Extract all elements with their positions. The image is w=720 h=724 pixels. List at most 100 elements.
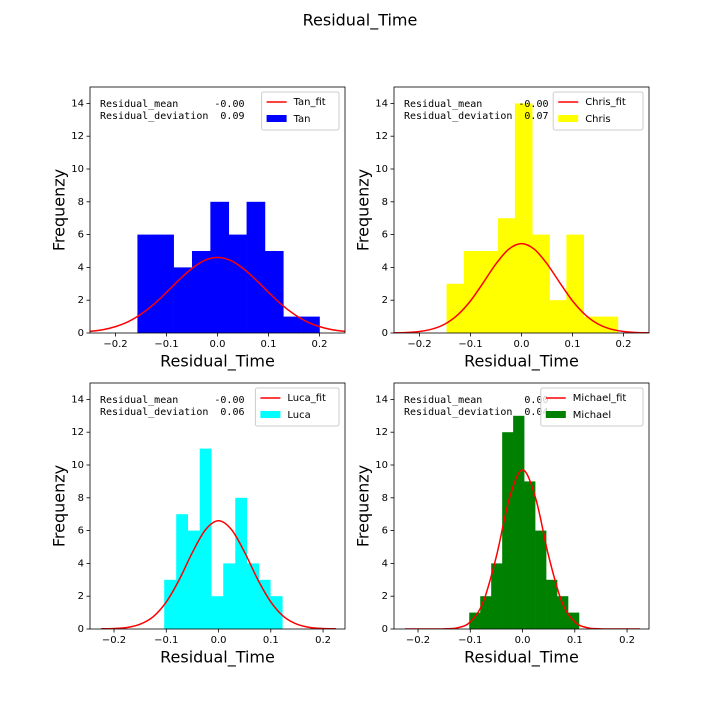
histogram-bar bbox=[549, 300, 567, 333]
y-tick-label: 0 bbox=[78, 328, 84, 339]
y-tick-label: 10 bbox=[71, 164, 84, 175]
y-tick-label: 0 bbox=[382, 328, 388, 339]
histogram-bar bbox=[235, 497, 248, 629]
x-axis-label: Residual_Time bbox=[464, 352, 579, 372]
x-tick-label: −0.2 bbox=[407, 339, 431, 350]
y-tick-label: 12 bbox=[71, 427, 84, 438]
x-tick-label: 0.2 bbox=[616, 339, 632, 350]
y-tick-label: 8 bbox=[78, 493, 84, 504]
histogram-bar bbox=[264, 251, 284, 333]
y-tick-label: 12 bbox=[375, 427, 388, 438]
histogram-bar bbox=[546, 579, 558, 629]
y-tick-label: 6 bbox=[78, 526, 84, 537]
x-tick-label: −0.2 bbox=[103, 339, 127, 350]
x-tick-label: 0.0 bbox=[211, 635, 227, 646]
y-tick-label: 2 bbox=[382, 295, 388, 306]
legend-patch bbox=[545, 411, 566, 418]
y-tick-label: 8 bbox=[382, 197, 388, 208]
y-tick-label: 4 bbox=[382, 558, 388, 569]
histogram-bar bbox=[469, 612, 481, 629]
x-tick-label: 0.1 bbox=[261, 339, 277, 350]
annotation: Residual_mean -0.00 bbox=[100, 395, 245, 406]
axes-frame bbox=[89, 382, 346, 630]
y-tick-label: 8 bbox=[78, 197, 84, 208]
plot-area bbox=[90, 201, 345, 333]
legend-label: Luca_fit bbox=[287, 393, 326, 404]
y-tick-label: 2 bbox=[382, 591, 388, 602]
y-axis-label: Frequenzy bbox=[354, 465, 373, 547]
histogram-bar bbox=[246, 563, 260, 629]
y-tick-label: 14 bbox=[71, 98, 84, 109]
histogram-bar bbox=[524, 481, 536, 629]
legend-label: Chris bbox=[585, 114, 610, 125]
legend-label: Tan bbox=[293, 114, 311, 125]
y-tick-label: 14 bbox=[375, 98, 388, 109]
x-axis-label: Residual_Time bbox=[464, 648, 579, 668]
fit-line bbox=[100, 520, 337, 629]
x-tick-label: 0.0 bbox=[210, 339, 226, 350]
y-axis-label: Frequenzy bbox=[50, 465, 69, 547]
y-tick-label: 4 bbox=[382, 262, 388, 273]
plot-area bbox=[404, 415, 641, 629]
histogram-bar bbox=[173, 267, 193, 333]
y-tick-label: 4 bbox=[78, 262, 84, 273]
histogram-bar bbox=[155, 234, 174, 333]
y-tick-label: 8 bbox=[382, 493, 388, 504]
histogram-bar bbox=[583, 316, 601, 333]
histogram-bar bbox=[491, 563, 503, 629]
x-tick-label: −0.2 bbox=[406, 635, 430, 646]
subplot: −0.2 −0.1 0.0 0.1 0.2 0 2 4 6 8 10 12 14 Residual_Tim… bbox=[50, 382, 346, 668]
subplot: −0.2 −0.1 0.0 0.1 0.2 0 2 4 6 8 10 12 14 Residual_Tim… bbox=[50, 86, 346, 372]
legend: Chris_fit Chris bbox=[552, 91, 644, 131]
histogram-bar bbox=[513, 415, 525, 629]
annotation: Residual_mean -0.00 bbox=[100, 99, 245, 110]
x-tick-label: −0.1 bbox=[154, 339, 178, 350]
y-tick-label: 12 bbox=[71, 131, 84, 142]
histogram-bar bbox=[446, 283, 465, 333]
legend-label: Michael_fit bbox=[573, 393, 627, 404]
histogram-bar bbox=[480, 596, 492, 629]
annotation: Residual_deviation 0.06 bbox=[100, 407, 245, 418]
legend: Michael_fit Michael bbox=[540, 387, 644, 427]
y-tick-label: 10 bbox=[71, 460, 84, 471]
annotation: Residual_deviation 0.07 bbox=[404, 111, 549, 122]
axes-frame bbox=[393, 382, 650, 630]
y-tick-label: 10 bbox=[375, 164, 388, 175]
histogram-bar bbox=[210, 201, 230, 333]
histogram-bar bbox=[463, 251, 481, 333]
histogram-bar bbox=[514, 103, 533, 333]
histogram-bar bbox=[164, 579, 177, 629]
histogram-bar bbox=[137, 234, 157, 333]
histogram-bar bbox=[502, 432, 514, 629]
histogram-bar bbox=[199, 448, 212, 629]
annotation: Residual_mean -0.00 bbox=[404, 99, 549, 110]
x-axis-label: Residual_Time bbox=[160, 648, 275, 668]
y-tick-label: 0 bbox=[382, 624, 388, 635]
histogram-bar bbox=[557, 596, 569, 629]
x-tick-label: −0.1 bbox=[154, 635, 178, 646]
plot-area bbox=[394, 103, 649, 333]
y-tick-label: 14 bbox=[71, 394, 84, 405]
histogram-bar bbox=[270, 596, 283, 629]
histogram-bar bbox=[480, 251, 499, 333]
histogram-bar bbox=[535, 530, 547, 629]
y-tick-label: 2 bbox=[78, 591, 84, 602]
y-tick-label: 4 bbox=[78, 558, 84, 569]
y-tick-label: 6 bbox=[382, 526, 388, 537]
y-tick-label: 10 bbox=[375, 460, 388, 471]
histogram-bar bbox=[566, 234, 585, 333]
x-tick-label: 0.1 bbox=[567, 635, 583, 646]
y-tick-label: 6 bbox=[382, 230, 388, 241]
figure-title: Residual_Time bbox=[303, 11, 418, 31]
legend-label: Chris_fit bbox=[585, 97, 626, 108]
histogram-bar bbox=[211, 596, 224, 629]
y-tick-label: 14 bbox=[375, 394, 388, 405]
histogram-bar bbox=[223, 563, 236, 629]
histogram-bar bbox=[301, 316, 320, 333]
annotation: Residual_deviation 0.04 bbox=[404, 407, 549, 418]
y-axis-label: Frequenzy bbox=[50, 169, 69, 251]
histogram-bar bbox=[176, 514, 189, 629]
histogram-bar bbox=[246, 201, 266, 333]
